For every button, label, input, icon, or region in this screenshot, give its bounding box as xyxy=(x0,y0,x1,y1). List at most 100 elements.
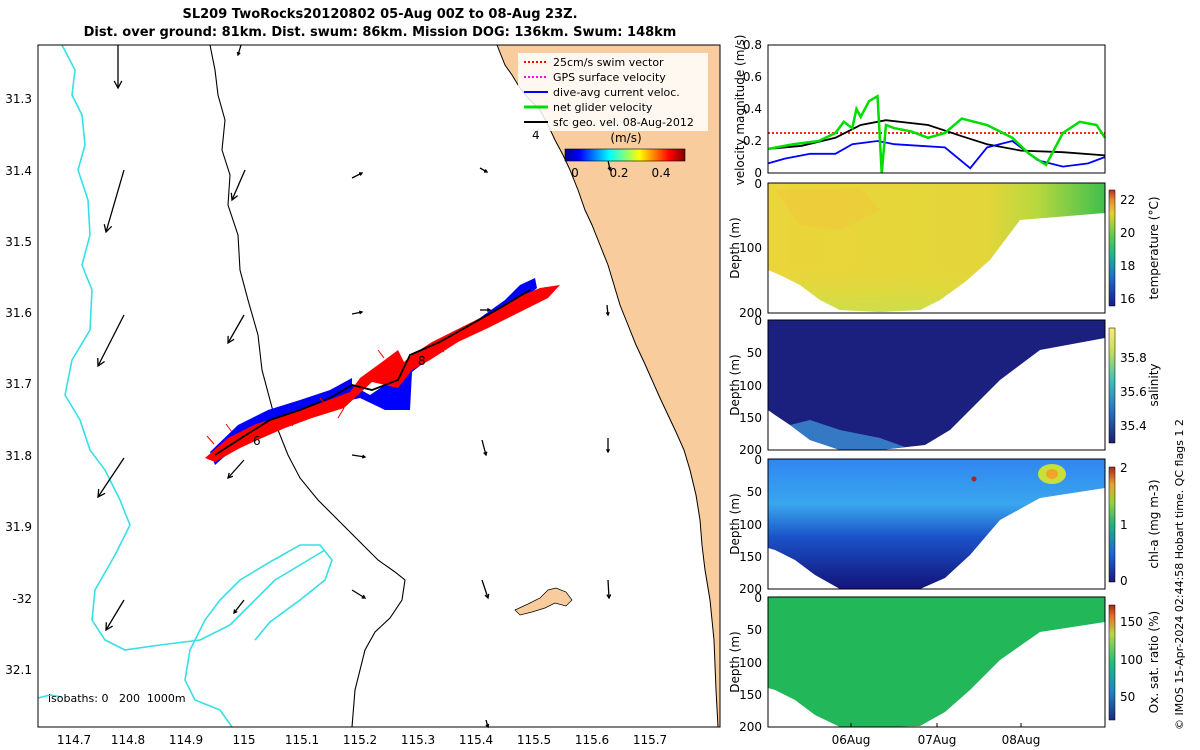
map-colorbar-label: (m/s) xyxy=(610,131,641,145)
legend-sfc-label: sfc geo. vel. 08-Aug-2012 xyxy=(553,116,694,129)
net-glider-track xyxy=(214,289,531,456)
velocity-arrow-head xyxy=(483,451,488,457)
map-x-tick: 115.3 xyxy=(401,733,435,747)
velocity-arrow-head xyxy=(605,448,611,454)
velocity-arrow xyxy=(351,172,363,179)
velocity-series-sfc-geo-vel- xyxy=(767,119,1106,157)
velocity-arrow-head xyxy=(97,488,106,499)
velocity-arrow-head xyxy=(487,307,492,313)
track-marker-8: 8 xyxy=(418,354,426,368)
salinity-colorbar-label: salinity xyxy=(1147,363,1161,406)
salinity-y-label: Depth (m) xyxy=(728,354,742,415)
velocity-arrow xyxy=(351,311,363,315)
velocity-arrow-head xyxy=(484,593,490,600)
velocity-arrow-head xyxy=(605,311,610,317)
temperature-y-tick: 200 xyxy=(739,306,762,320)
velocity-arrow-head xyxy=(358,310,364,315)
chlorophyll-cbar-tick: 0 xyxy=(1120,574,1128,588)
map-y-ticks: 31.3 31.4 31.5 31.6 31.7 31.8 31.9 -32 3… xyxy=(5,92,32,677)
velocity-arrow-head xyxy=(233,609,238,615)
velocity-arrow-head xyxy=(485,723,490,729)
velocity-series-dive-avg-current xyxy=(767,140,1106,170)
map-y-tick: -32 xyxy=(12,592,32,606)
legend-swim-label: 25cm/s swim vector xyxy=(553,56,664,69)
isobaths-label: isobaths: 0 200 1000m xyxy=(48,692,186,705)
velocity-arrow xyxy=(351,589,366,599)
map-y-tick: 31.5 xyxy=(5,235,32,249)
time-x-tick: 07Aug xyxy=(918,733,957,747)
track-marker-6: 6 xyxy=(253,434,261,448)
velocity-series xyxy=(767,94,1107,174)
velocity-arrow xyxy=(227,314,245,344)
salinity-y-tick: 0 xyxy=(754,314,762,328)
oxygen-y-tick: 50 xyxy=(747,623,762,637)
map-panel: 114.7 114.8 114.9 115 115.1 115.2 115.3 … xyxy=(5,44,721,747)
salinity-y-tick: 200 xyxy=(739,443,762,457)
map-colorbar-tick: 0.2 xyxy=(609,166,628,180)
map-y-tick: 31.4 xyxy=(5,164,32,178)
figure-title: SL209 TwoRocks20120802 05-Aug 00Z to 08-… xyxy=(0,6,760,42)
glider-track xyxy=(205,278,560,465)
temperature-cbar-tick: 22 xyxy=(1120,193,1135,207)
swim-vector-band xyxy=(205,285,560,462)
temperature-colorbar-label: temperature (°C) xyxy=(1147,197,1161,300)
velocity-arrow xyxy=(231,169,246,201)
map-colorbar-tick: 0 xyxy=(571,166,579,180)
salinity-cbar-tick: 35.6 xyxy=(1120,385,1147,399)
velocity-arrow-head xyxy=(227,472,234,480)
map-x-tick: 114.9 xyxy=(169,733,203,747)
velocity-arrow xyxy=(233,599,245,614)
velocity-arrow-head xyxy=(103,224,113,234)
velocity-arrow-head xyxy=(607,166,612,172)
chlorophyll-cbar-tick: 1 xyxy=(1120,518,1128,532)
velocity-arrow xyxy=(237,44,242,56)
oxygen-y-tick: 100 xyxy=(739,656,762,670)
map-x-tick: 114.8 xyxy=(111,733,145,747)
velocity-y-tick: 0.4 xyxy=(743,102,762,116)
velocity-arrow xyxy=(606,304,609,316)
velocity-y-tick: 0 xyxy=(754,166,762,180)
oxygen-field xyxy=(768,597,1105,727)
chlorophyll-y-tick: 100 xyxy=(739,518,762,532)
temperature-y-label: Depth (m) xyxy=(728,217,742,278)
isobath-0m xyxy=(37,44,333,728)
legend-gps-label: GPS surface velocity xyxy=(553,71,666,84)
land-western-australia xyxy=(497,45,720,727)
oxygen-cbar-tick: 100 xyxy=(1120,653,1143,667)
temperature-warm-surface xyxy=(775,188,880,230)
temperature-cbar-tick: 18 xyxy=(1120,259,1135,273)
map-x-tick: 115.5 xyxy=(517,733,551,747)
salinity-y-tick: 50 xyxy=(747,346,762,360)
time-x-tick: 06Aug xyxy=(832,733,871,747)
velocity-arrow xyxy=(227,459,245,479)
velocity-arrow xyxy=(481,439,487,456)
salinity-cbar-tick: 35.8 xyxy=(1120,351,1147,365)
salinity-section: 0 50 100 150 200 Depth (m) 35.8 35.6 35.… xyxy=(728,314,1161,457)
map-colorbar-tick: 0.4 xyxy=(651,166,670,180)
velocity-arrow-head xyxy=(361,454,367,459)
map-x-tick: 115.4 xyxy=(459,733,493,747)
map-x-tick: 115.2 xyxy=(343,733,377,747)
velocity-y-label: velocity magnitude (m/s) xyxy=(733,35,747,186)
temperature-section: 0 100 200 Depth (m) 22 20 18 16 temperat… xyxy=(728,177,1161,320)
chlorophyll-y-tick: 200 xyxy=(739,582,762,596)
velocity-arrow xyxy=(97,314,125,367)
chlorophyll-field xyxy=(768,459,1105,589)
chlorophyll-y-tick: 50 xyxy=(747,485,762,499)
chlorophyll-y-label: Depth (m) xyxy=(728,493,742,554)
salinity-field xyxy=(768,320,1105,450)
salinity-deep-fresh xyxy=(790,420,905,450)
velocity-arrow-head xyxy=(236,51,241,57)
map-y-tick: 31.3 xyxy=(5,92,32,106)
oxygen-y-tick: 0 xyxy=(754,591,762,605)
velocity-arrow-head xyxy=(97,357,105,368)
velocity-arrow xyxy=(481,579,489,599)
rottnest-island xyxy=(514,587,573,616)
velocity-arrow-head xyxy=(230,192,239,202)
velocity-arrow xyxy=(97,457,125,498)
map-x-tick: 115.6 xyxy=(575,733,609,747)
chlorophyll-y-tick: 150 xyxy=(739,550,762,564)
velocity-arrow xyxy=(105,169,125,233)
map-colorbar: (m/s) 0 0.2 0.4 xyxy=(564,131,686,180)
